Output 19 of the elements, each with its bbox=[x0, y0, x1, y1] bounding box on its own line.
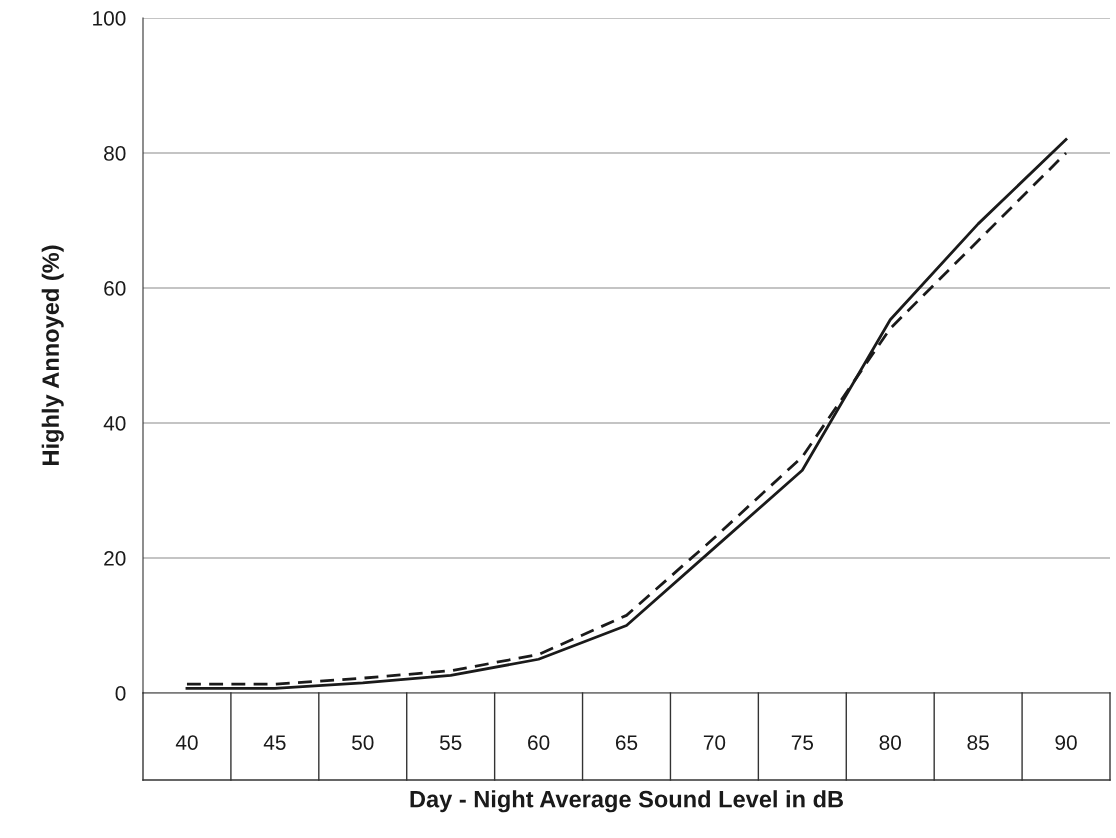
x-tick-label: 70 bbox=[703, 735, 726, 750]
x-tick-label: 85 bbox=[967, 735, 989, 750]
x-tick-label: 40 bbox=[175, 735, 198, 750]
y-tick-label: 0 bbox=[115, 686, 126, 701]
x-tick-label: 75 bbox=[791, 735, 814, 750]
x-tick-label: 80 bbox=[879, 735, 901, 750]
y-tick-label: 80 bbox=[104, 146, 126, 161]
y-tick-label: 60 bbox=[104, 281, 126, 296]
y-axis-title: Highly Annoyed (%) bbox=[41, 245, 64, 465]
x-tick-label: 45 bbox=[263, 735, 286, 750]
x-tick-label: 65 bbox=[615, 735, 638, 750]
y-tick-label: 100 bbox=[93, 11, 126, 26]
y-tick-label: 20 bbox=[104, 551, 126, 566]
x-tick-label: 50 bbox=[352, 735, 374, 750]
x-tick-label: 90 bbox=[1055, 735, 1077, 750]
y-tick-label: 40 bbox=[103, 416, 126, 431]
x-tick-label: 55 bbox=[439, 735, 462, 750]
x-tick-label: 60 bbox=[528, 735, 550, 750]
x-axis-title: Day - Night Average Sound Level in dB bbox=[410, 790, 843, 813]
